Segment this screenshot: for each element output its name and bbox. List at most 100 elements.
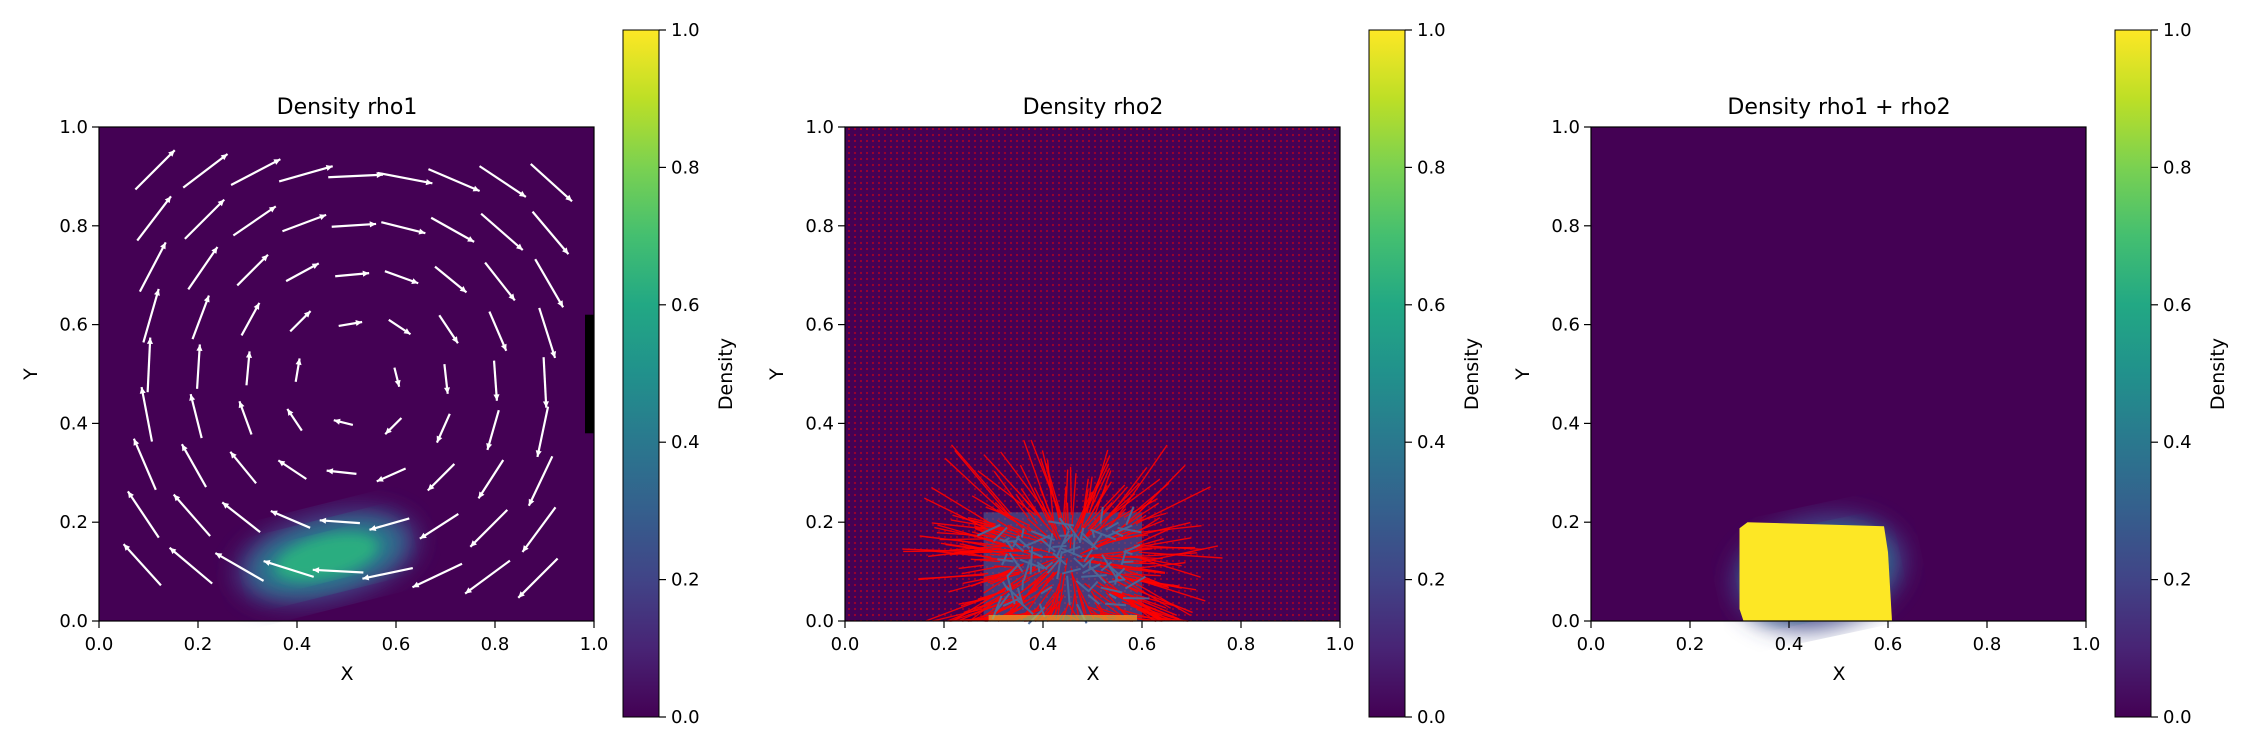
y-tick-label: 1.0 <box>1551 117 1580 138</box>
velocity-arrow <box>381 221 426 235</box>
velocity-arrow <box>362 566 414 581</box>
colorbar-tick-label: 0.2 <box>2163 570 2192 591</box>
velocity-arrow <box>282 213 327 233</box>
panel1-colorbar-ticks: 0.0 0.2 0.4 0.6 0.8 1.0 <box>659 20 700 728</box>
velocity-arrow <box>232 205 277 237</box>
x-tick-label: 0.4 <box>1029 634 1058 655</box>
colorbar-tick-label: 0.6 <box>2163 295 2192 316</box>
panel2-x-axis: 0.0 0.2 0.4 0.6 0.8 1.0 <box>831 621 1354 655</box>
panel3-frame <box>1590 126 2087 622</box>
colorbar-tick-label: 0.0 <box>2163 707 2192 728</box>
panel2-colorbar-ticks: 0.0 0.2 0.4 0.6 0.8 1.0 <box>1405 20 1446 728</box>
velocity-arrow <box>331 221 377 228</box>
panel2-frame <box>844 126 1341 622</box>
velocity-arrow <box>376 467 407 483</box>
panel1-vector-field <box>122 149 573 599</box>
panel2-plot-area <box>844 126 1341 625</box>
velocity-arrow <box>168 546 213 585</box>
x-tick-label: 0.4 <box>1775 634 1804 655</box>
velocity-arrow <box>136 195 172 242</box>
velocity-arrow <box>529 163 573 203</box>
panel2-vector-overlay <box>902 439 1223 625</box>
colorbar-tick-label: 0.2 <box>671 570 700 591</box>
x-tick-label: 0.6 <box>382 634 411 655</box>
panel3-plot-area <box>1590 126 2087 629</box>
velocity-arrow <box>294 358 302 382</box>
panel1-density-layer <box>236 508 418 605</box>
velocity-arrow <box>492 360 500 401</box>
velocity-arrow <box>180 443 208 488</box>
velocity-arrow <box>122 543 162 587</box>
x-tick-label: 0.2 <box>930 634 959 655</box>
velocity-arrow <box>477 459 505 499</box>
x-tick-label: 0.6 <box>1874 634 1903 655</box>
x-tick-label: 0.2 <box>184 634 213 655</box>
velocity-arrow <box>277 459 307 480</box>
colorbar-tick-label: 0.4 <box>2163 432 2192 453</box>
velocity-arrow <box>289 310 312 333</box>
panel2-title: Density rho2 <box>1023 95 1164 120</box>
velocity-arrow <box>245 351 253 386</box>
colorbar-tick-label: 0.0 <box>1417 707 1446 728</box>
velocity-arrow <box>182 153 229 189</box>
panel1-y-axis: 0.0 0.2 0.4 0.6 0.8 1.0 <box>59 117 99 632</box>
panel1-black-marker <box>585 314 594 434</box>
velocity-arrow <box>388 318 412 336</box>
y-tick-label: 0.2 <box>1551 512 1580 533</box>
velocity-arrow <box>478 165 527 198</box>
velocity-arrow <box>469 509 509 548</box>
panel2-ylabel: Y <box>766 368 788 381</box>
velocity-arrow <box>270 509 311 529</box>
panel1-plot-area <box>98 126 595 622</box>
colorbar-tick-label: 0.2 <box>1417 570 1446 591</box>
panel3-density-layer <box>1733 514 1905 629</box>
x-tick-label: 0.0 <box>1577 634 1606 655</box>
y-tick-label: 0.0 <box>805 611 834 632</box>
velocity-arrow <box>138 241 167 293</box>
velocity-arrow <box>221 501 261 533</box>
velocity-arrow <box>236 253 269 287</box>
velocity-arrow <box>426 463 456 492</box>
y-tick-label: 0.4 <box>1551 413 1580 434</box>
velocity-arrow <box>393 367 401 387</box>
velocity-arrow <box>333 418 354 427</box>
velocity-arrow <box>384 417 403 435</box>
panel1-colorbar: 0.0 0.2 0.4 0.6 0.8 1.0 Density <box>622 20 737 728</box>
velocity-arrow <box>312 567 364 574</box>
velocity-arrow <box>443 363 451 394</box>
velocity-arrow <box>369 517 410 531</box>
y-tick-label: 0.0 <box>59 611 88 632</box>
velocity-arrow <box>230 158 281 186</box>
velocity-arrow <box>146 337 153 393</box>
velocity-arrow <box>139 386 154 442</box>
panel1-x-axis: 0.0 0.2 0.4 0.6 0.8 1.0 <box>85 621 608 655</box>
velocity-arrow <box>384 270 419 285</box>
velocity-arrow <box>438 314 459 344</box>
velocity-arrow <box>286 408 303 432</box>
panel-rho1: Density rho1 0.0 0.2 0.4 0.6 0.8 1.0 0.00.20.… <box>20 20 737 728</box>
x-tick-label: 0.8 <box>481 634 510 655</box>
velocity-arrow <box>419 513 459 540</box>
y-tick-label: 1.0 <box>59 117 88 138</box>
y-tick-label: 0.6 <box>59 315 88 336</box>
velocity-arrow <box>377 171 433 186</box>
velocity-arrow <box>411 562 463 589</box>
velocity-arrow <box>142 288 160 343</box>
velocity-arrow <box>326 468 357 475</box>
velocity-arrow <box>191 295 210 340</box>
velocity-arrow <box>172 493 211 537</box>
x-tick-label: 1.0 <box>2072 634 2101 655</box>
velocity-arrow <box>189 393 203 439</box>
y-tick-label: 0.2 <box>805 512 834 533</box>
colorbar-tick-label: 0.6 <box>671 295 700 316</box>
colorbar-tick-label: 0.6 <box>1417 295 1446 316</box>
y-tick-label: 0.6 <box>1551 315 1580 336</box>
velocity-arrow <box>187 246 219 290</box>
panel3-ylabel: Y <box>1512 368 1534 381</box>
velocity-arrow <box>335 270 370 278</box>
panel3-colorbar-gradient <box>2114 29 2152 718</box>
panel2-colorbar-label: Density <box>1461 338 1483 410</box>
velocity-arrow <box>464 559 511 595</box>
velocity-arrow <box>521 506 557 553</box>
panel3-colorbar: 0.0 0.2 0.4 0.6 0.8 1.0 Density <box>2114 20 2229 728</box>
